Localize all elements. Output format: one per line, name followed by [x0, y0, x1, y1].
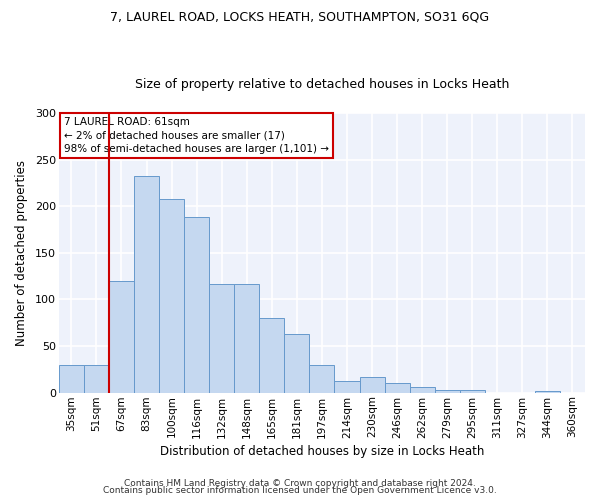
Bar	[159, 199, 184, 392]
Text: 7 LAUREL ROAD: 61sqm
← 2% of detached houses are smaller (17)
98% of semi-detach: 7 LAUREL ROAD: 61sqm ← 2% of detached ho…	[64, 117, 329, 154]
Bar	[109, 281, 134, 392]
Bar	[134, 176, 159, 392]
Bar	[410, 387, 434, 392]
Text: Contains HM Land Registry data © Crown copyright and database right 2024.: Contains HM Land Registry data © Crown c…	[124, 478, 476, 488]
Bar	[434, 390, 460, 392]
Bar	[84, 364, 109, 392]
Bar	[334, 380, 359, 392]
Bar	[359, 377, 385, 392]
Bar	[259, 318, 284, 392]
Bar	[184, 218, 209, 392]
Bar	[460, 390, 485, 392]
Bar	[234, 284, 259, 393]
Title: Size of property relative to detached houses in Locks Heath: Size of property relative to detached ho…	[135, 78, 509, 91]
X-axis label: Distribution of detached houses by size in Locks Heath: Distribution of detached houses by size …	[160, 444, 484, 458]
Text: Contains public sector information licensed under the Open Government Licence v3: Contains public sector information licen…	[103, 486, 497, 495]
Text: 7, LAUREL ROAD, LOCKS HEATH, SOUTHAMPTON, SO31 6QG: 7, LAUREL ROAD, LOCKS HEATH, SOUTHAMPTON…	[110, 10, 490, 23]
Bar	[310, 364, 334, 392]
Bar	[535, 391, 560, 392]
Bar	[209, 284, 234, 393]
Y-axis label: Number of detached properties: Number of detached properties	[15, 160, 28, 346]
Bar	[385, 384, 410, 392]
Bar	[284, 334, 310, 392]
Bar	[59, 364, 84, 392]
